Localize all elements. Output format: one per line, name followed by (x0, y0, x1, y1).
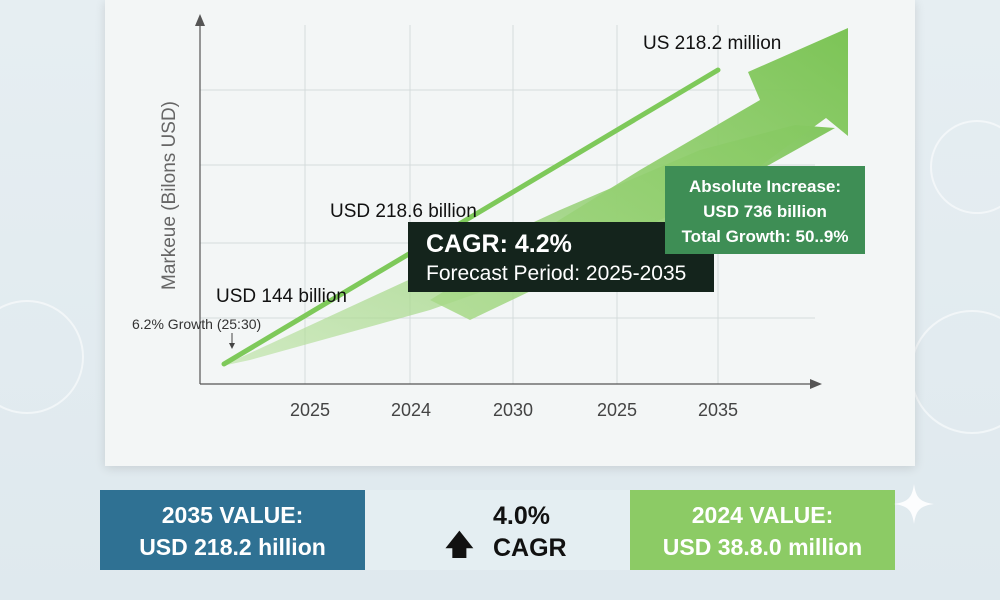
y-axis-arrow (195, 14, 205, 26)
x-axis-arrow (810, 379, 822, 389)
cagr-title: CAGR: 4.2% (426, 230, 572, 258)
summary-cagr-value: 4.0% (493, 502, 550, 530)
summary-right-value: USD 38.8.0 million (662, 534, 863, 560)
summary-cagr: 🡅 4.0% CAGR (365, 490, 630, 570)
mid-value-label: USD 218.6 billion (330, 201, 477, 222)
end-value-label: US 218.2 million (643, 33, 782, 54)
summary-right-title: 2024 VALUE: (691, 502, 834, 528)
y-axis-label: Markeue (Bilons USD) (159, 101, 180, 290)
summary-left-value: USD 218.2 hillion (139, 534, 326, 560)
start-value-label: USD 144 billion (216, 286, 347, 307)
series-line (221, 67, 721, 367)
x-tick-label: 2025 (290, 400, 330, 420)
sparkle-icon (894, 484, 934, 524)
growth-pointer-head (229, 343, 235, 349)
x-tick-label: 2025 (597, 400, 637, 420)
x-tick-label: 2035 (698, 400, 738, 420)
abs-line-3: Total Growth: 50..9% (681, 227, 849, 246)
abs-line-2: USD 736 billion (703, 202, 827, 221)
summary-cagr-label: CAGR (493, 534, 567, 562)
x-tick-label: 2024 (391, 400, 431, 420)
summary-2024-value: 2024 VALUE: USD 38.8.0 million (630, 490, 895, 570)
summary-left-title: 2035 VALUE: (161, 502, 304, 528)
abs-line-1: Absolute Increase: (688, 177, 842, 196)
cagr-period: Forecast Period: 2025-2035 (426, 262, 687, 285)
x-tick-label: 2030 (493, 400, 533, 420)
up-arrow-icon: 🡅 (445, 529, 474, 560)
summary-2035-value: 2035 VALUE: USD 218.2 hillion (100, 490, 365, 570)
absolute-increase-callout: Absolute Increase: USD 736 billion Total… (665, 166, 865, 254)
growth-note: 6.2% Growth (25:30) (132, 316, 262, 332)
cagr-callout: CAGR: 4.2% Forecast Period: 2025-2035 (408, 222, 714, 292)
